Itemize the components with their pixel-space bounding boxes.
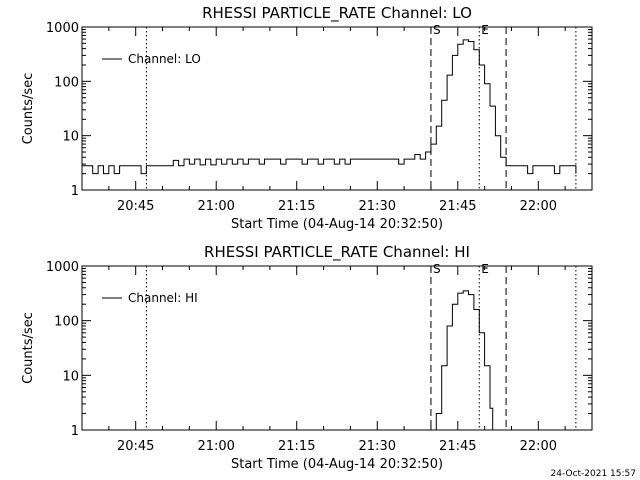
chart-title: RHESSI PARTICLE_RATE Channel: LO [202,4,472,23]
x-tick-label: 21:15 [278,199,315,214]
x-tick-label: 21:15 [278,439,315,454]
chart-title: RHESSI PARTICLE_RATE Channel: HI [204,243,470,262]
series-line [433,290,494,430]
series-line [82,39,577,175]
x-tick-label: 22:00 [520,439,557,454]
legend-label: Channel: LO [128,52,201,66]
y-tick-label: 100 [54,315,79,330]
footer-timestamp: 24-Oct-2021 15:57 [551,469,636,479]
y-axis-label: Counts/sec [21,73,36,145]
x-axis-label: Start Time (04-Aug-14 20:32:50) [231,217,443,232]
x-tick-label: 22:00 [520,199,557,214]
x-tick-label: 20:45 [117,439,154,454]
y-tick-label: 100 [54,75,79,90]
y-axis-label: Counts/sec [21,312,36,384]
x-tick-label: 21:00 [197,439,234,454]
marker-label: S [433,23,441,37]
x-tick-label: 21:45 [439,439,476,454]
x-tick-label: 21:30 [359,439,396,454]
x-tick-label: 20:45 [117,199,154,214]
hi-channel-panel: RHESSI PARTICLE_RATE Channel: HI Start Ti… [21,243,593,472]
marker-label: E [481,262,489,276]
plot-frame [81,265,593,431]
x-tick-label: 21:00 [197,199,234,214]
x-tick-label: 21:45 [439,199,476,214]
plot-frame [81,26,593,191]
y-tick-label: 10 [62,130,79,145]
legend-label: Channel: HI [128,291,198,305]
y-tick-label: 1 [71,184,79,199]
lo-channel-panel: RHESSI PARTICLE_RATE Channel: LO Start Ti… [21,4,593,232]
y-tick-label: 10 [62,369,79,384]
marker-label: E [481,23,489,37]
y-tick-label: 1000 [46,21,79,36]
marker-label: S [433,262,441,276]
x-tick-label: 21:30 [359,199,396,214]
y-tick-label: 1000 [46,260,79,275]
x-axis-label: Start Time (04-Aug-14 20:32:50) [231,457,443,472]
y-tick-label: 1 [71,424,79,439]
